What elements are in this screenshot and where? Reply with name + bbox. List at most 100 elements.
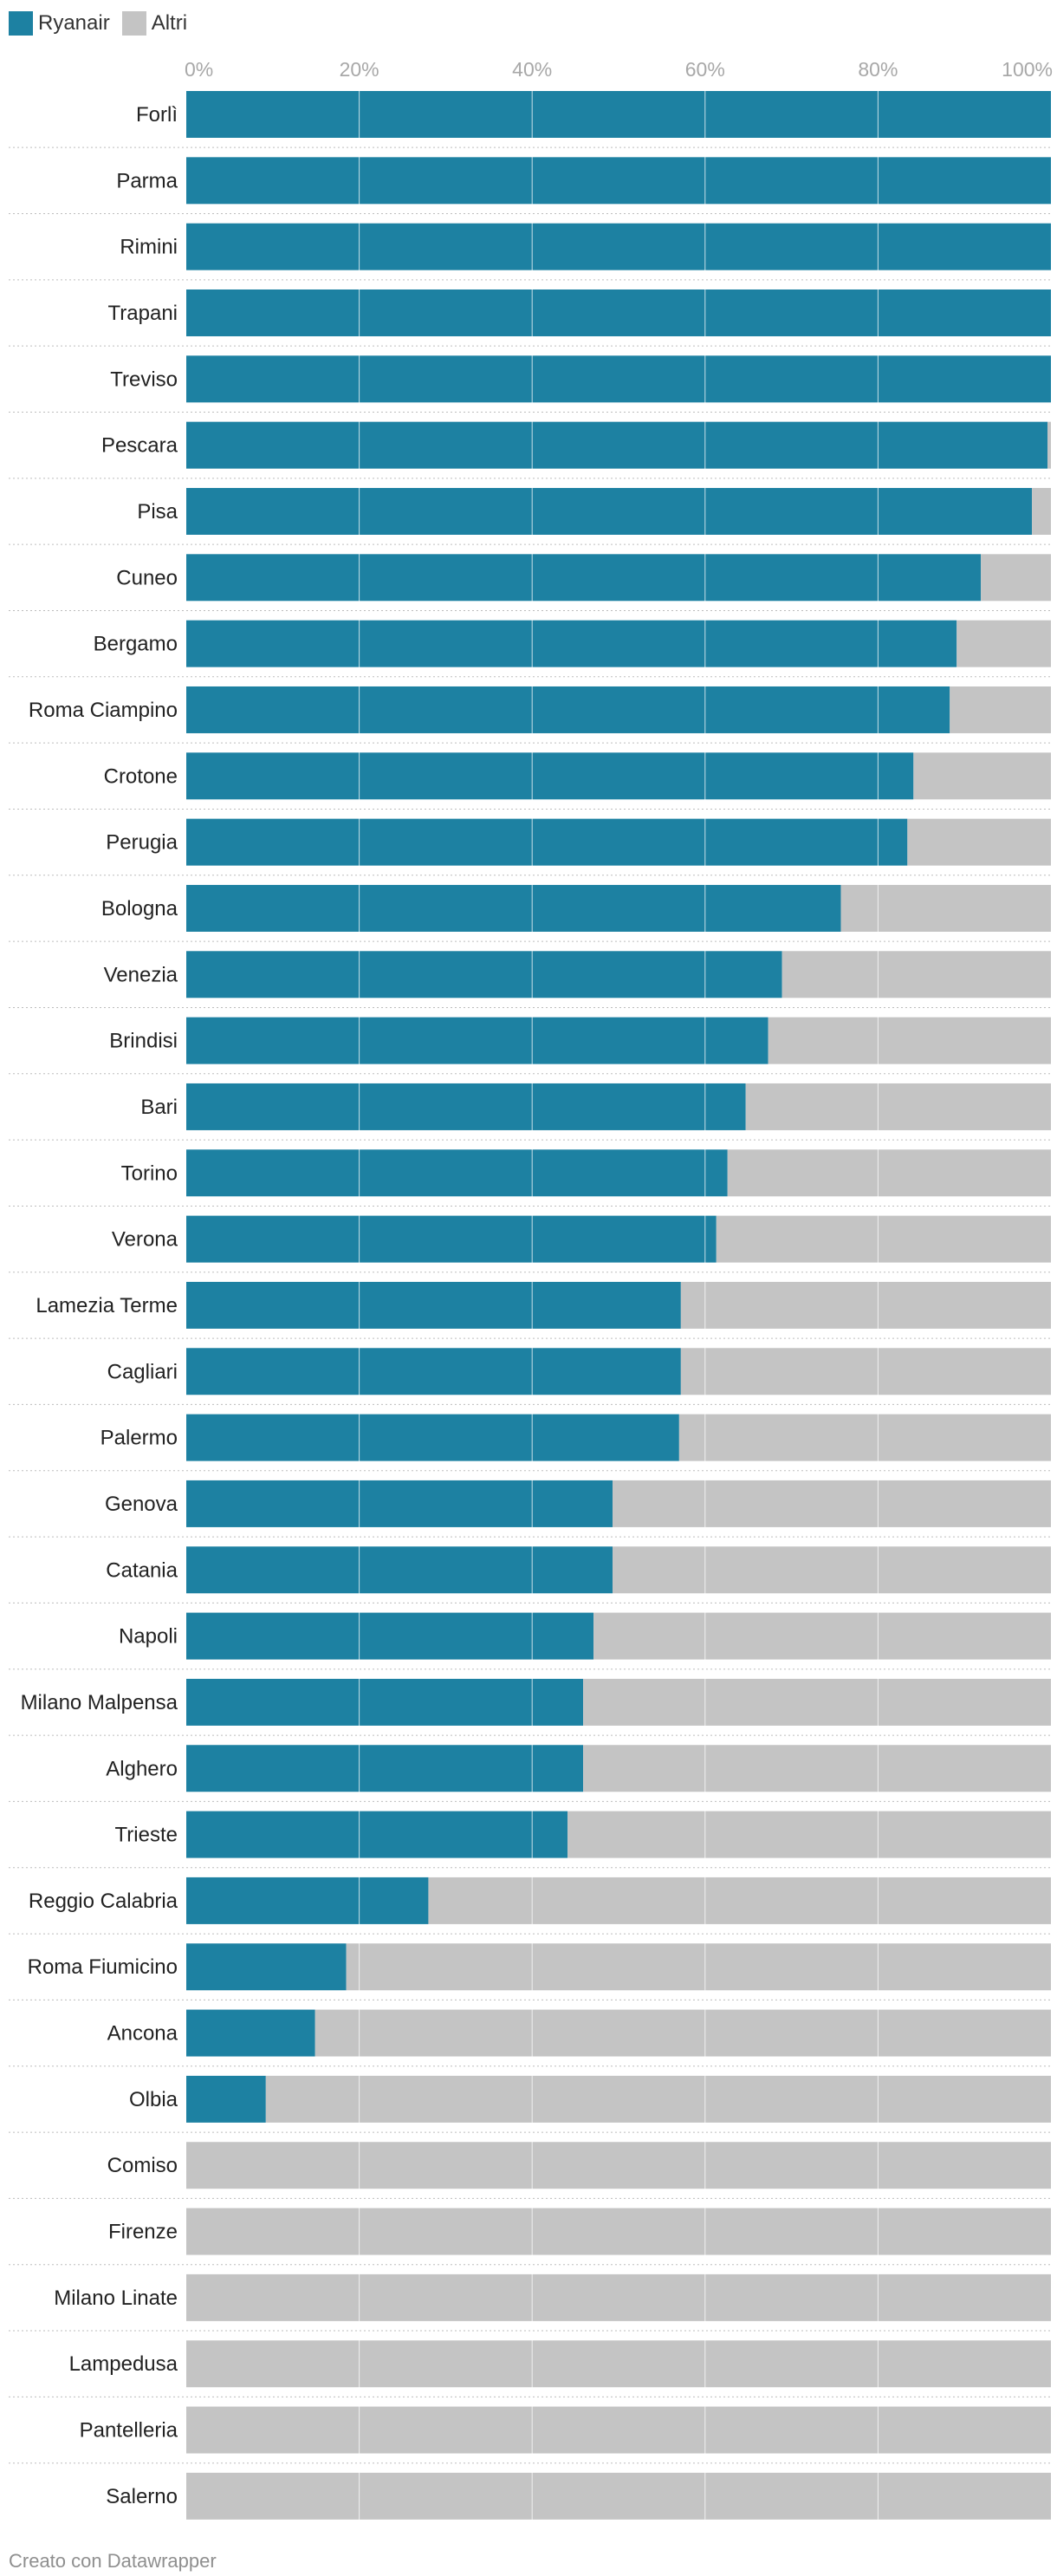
bar-ryanair [186,2075,266,2123]
bar-altri [727,1149,1051,1197]
bar-altri [680,1348,1051,1395]
bar-altri [981,554,1051,602]
legend: Ryanair Altri [9,9,199,38]
bar-ryanair [186,355,1051,403]
category-label: Firenze [108,2221,178,2244]
category-label: Roma Ciampino [29,699,178,722]
bar-ryanair [186,289,1051,336]
category-label: Trieste [115,1824,178,1847]
category-label: Palermo [101,1427,178,1450]
category-label: Treviso [110,368,178,391]
bar-ryanair [186,1943,347,1991]
bar-altri [678,1414,1051,1461]
category-label: Venezia [104,963,178,986]
bar-ryanair [186,1678,584,1726]
bar-altri [1032,487,1051,535]
bar-altri [680,1281,1051,1329]
category-label: Pisa [137,500,178,524]
category-label: Reggio Calabria [29,1890,178,1913]
category-label: Bari [140,1096,178,1119]
category-label: Genova [105,1493,178,1516]
bar-ryanair [186,951,782,999]
category-label: Cuneo [116,566,178,589]
bar-altri [346,1943,1051,1991]
category-label: Napoli [119,1625,178,1649]
bar-ryanair [186,91,1051,138]
bar-ryanair [186,421,1048,469]
bar-altri [567,1811,1051,1858]
category-label: Bergamo [94,633,178,656]
x-tick-label: 40% [512,58,552,81]
bar-altri [913,752,1051,800]
bar-ryanair [186,1811,568,1858]
bar-altri [745,1083,1051,1130]
category-label: Verona [112,1228,178,1252]
bar-altri [840,884,1051,932]
category-label: Roma Fiumicino [28,1955,178,1979]
category-label: Pescara [101,434,178,458]
bar-ryanair [186,1017,768,1064]
category-label: Perugia [106,831,178,855]
category-label: Milano Linate [54,2287,178,2310]
category-label: Pantelleria [80,2419,178,2443]
bar-altri [186,2274,1051,2321]
legend-item-altri[interactable]: Altri [121,11,187,36]
category-label: Parma [116,169,178,192]
bar-ryanair [186,884,841,932]
category-label: Crotone [104,764,178,788]
bar-ryanair [186,1414,679,1461]
bar-ryanair [186,1083,746,1130]
bar-altri [613,1546,1051,1594]
bar-altri [265,2075,1051,2123]
bar-altri [907,818,1051,866]
bar-altri [768,1017,1051,1064]
bar-altri [186,2142,1051,2189]
bar-ryanair [186,1546,613,1594]
bar-altri [583,1745,1051,1792]
bar-ryanair [186,487,1033,535]
bar-ryanair [186,157,1051,205]
bar-altri [613,1480,1051,1527]
bar-altri [593,1612,1051,1660]
category-label: Ancona [107,2022,178,2046]
bar-ryanair [186,223,1051,270]
category-label: Torino [121,1161,178,1185]
bar-ryanair [186,752,914,800]
bar-altri [583,1678,1051,1726]
bar-altri [186,2340,1051,2388]
x-tick-label: 100% [1002,58,1053,81]
bar-ryanair [186,1745,584,1792]
bar-ryanair [186,554,982,602]
x-tick-label: 20% [340,58,379,81]
category-label: Catania [106,1558,178,1582]
bar-altri [428,1877,1051,1924]
bar-ryanair [186,686,950,733]
bar-ryanair [186,818,908,866]
category-label: Cagliari [107,1360,178,1383]
bar-altri [950,686,1051,733]
legend-swatch-ryanair [9,11,33,36]
x-tick-label: 0% [185,58,213,81]
category-label: Salerno [106,2485,178,2508]
category-label: Olbia [129,2088,178,2111]
bar-ryanair [186,1877,429,1924]
bar-altri [315,2009,1051,2057]
legend-swatch-altri [121,11,146,36]
x-tick-label: 80% [858,58,898,81]
bar-ryanair [186,1215,717,1263]
bar-ryanair [186,1612,594,1660]
footer-credit[interactable]: Creato con Datawrapper [9,2550,217,2572]
category-label: Lamezia Terme [36,1294,178,1317]
legend-item-ryanair[interactable]: Ryanair [9,11,110,36]
bar-ryanair [186,620,957,667]
bar-altri [186,2406,1051,2454]
bar-altri [956,620,1051,667]
category-label: Lampedusa [69,2352,178,2376]
category-label: Milano Malpensa [21,1691,178,1714]
bar-altri [186,2208,1051,2255]
bar-altri [781,951,1051,999]
bar-altri [1047,421,1051,469]
bar-ryanair [186,2009,315,2057]
bar-altri [716,1215,1051,1263]
